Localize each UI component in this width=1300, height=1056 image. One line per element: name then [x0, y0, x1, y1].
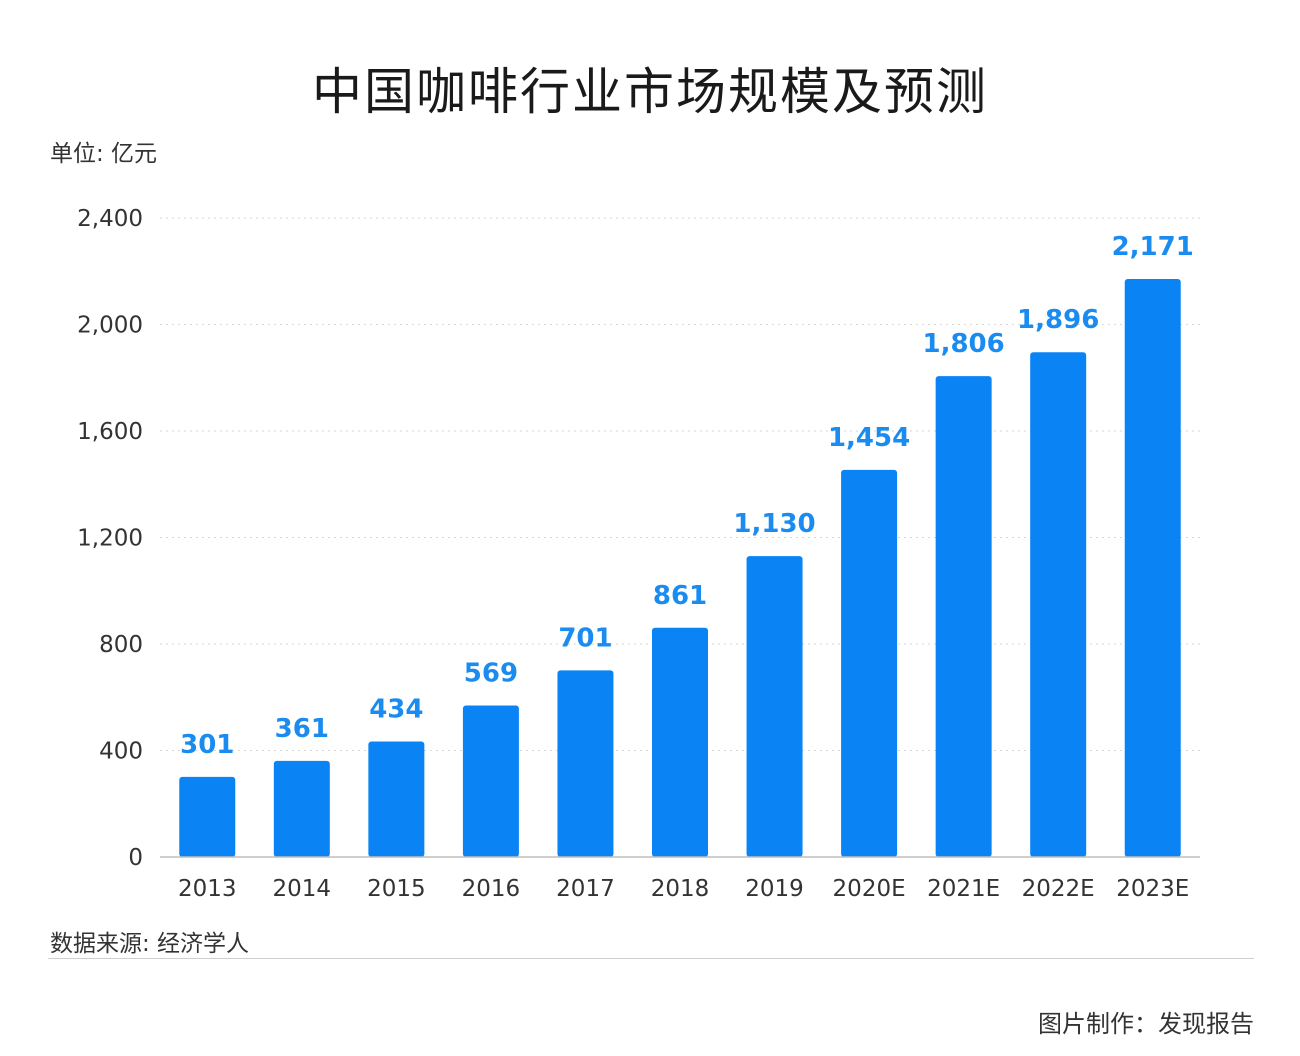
footer-divider: [48, 958, 1254, 959]
x-tick-label-2020E: 2020E: [833, 876, 906, 902]
x-tick-label-2015: 2015: [367, 876, 426, 902]
y-tick-label: 1,200: [77, 526, 143, 552]
x-tick-label-2014: 2014: [273, 876, 332, 902]
x-tick-label-2022E: 2022E: [1022, 876, 1095, 902]
x-tick-label-2013: 2013: [178, 876, 237, 902]
value-label-2013: 301: [180, 730, 234, 760]
bar-2013: [179, 776, 236, 857]
value-label-2020E: 1,454: [828, 423, 910, 453]
bar-2023E: [1124, 278, 1181, 857]
value-label-2021E: 1,806: [923, 329, 1005, 359]
bar-2021E: [935, 376, 992, 857]
value-label-2023E: 2,171: [1112, 232, 1194, 262]
x-tick-label-2021E: 2021E: [927, 876, 1000, 902]
bars: [179, 278, 1181, 857]
data-source: 数据来源: 经济学人: [50, 931, 250, 957]
y-tick-label: 0: [128, 845, 143, 871]
value-label-2022E: 1,896: [1017, 305, 1099, 335]
bar-2018: [652, 627, 708, 857]
bar-2020E: [841, 469, 898, 857]
x-tick-label-2017: 2017: [556, 876, 615, 902]
value-label-2019: 1,130: [733, 509, 815, 539]
bar-2016: [462, 705, 519, 857]
x-axis-tick-labels: 2013 2014 2015 2016 2017 2018 2019 2020E 2021E 20…: [178, 876, 1189, 902]
y-tick-label: 800: [99, 632, 143, 658]
bar-2014: [273, 760, 330, 857]
y-axis-tick-labels: 0 400 800 1,200 1,600 2,000 2,400: [77, 206, 143, 871]
bar-2019: [746, 556, 803, 857]
bar-2015: [368, 741, 425, 857]
y-tick-label: 1,600: [77, 419, 143, 445]
image-credit: 图片制作：发现报告: [1038, 1010, 1254, 1038]
value-label-2016: 569: [464, 659, 518, 689]
value-label-2018: 861: [653, 581, 707, 611]
y-tick-label: 400: [99, 739, 143, 765]
x-tick-label-2023E: 2023E: [1116, 876, 1189, 902]
y-tick-label: 2,400: [77, 206, 143, 232]
value-labels: 301 361 434 569 701 861 1,130 1,454 1,806 1,896 2,…: [180, 232, 1194, 760]
unit-label: 单位: 亿元: [50, 141, 158, 167]
bar-2022E: [1030, 352, 1087, 857]
value-label-2017: 701: [558, 623, 612, 653]
x-tick-label-2019: 2019: [745, 876, 804, 902]
bar-2017: [557, 670, 614, 857]
x-tick-label-2016: 2016: [462, 876, 521, 902]
x-tick-label-2018: 2018: [651, 876, 710, 902]
chart-title: 中国咖啡行业市场规模及预测: [312, 63, 988, 121]
value-label-2014: 361: [275, 714, 329, 744]
y-tick-label: 2,000: [77, 313, 143, 339]
value-label-2015: 434: [369, 694, 423, 724]
